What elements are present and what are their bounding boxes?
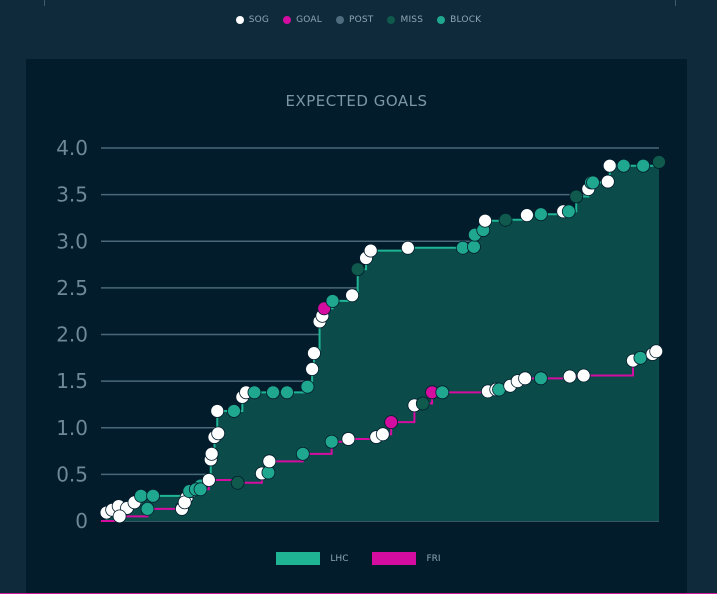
shot-lhc-sog [363, 243, 378, 258]
shot-fri-block [324, 434, 339, 449]
shot-lhc-block [586, 175, 600, 190]
shot-fri-block [633, 350, 648, 365]
legend-item-sog: SOG [235, 15, 270, 25]
top-rule-left [44, 0, 45, 6]
y-tick-label: 2.0 [56, 323, 88, 347]
shot-fri-miss [415, 396, 430, 411]
shot-lhc-block [134, 488, 148, 503]
lhc-swatch [276, 552, 321, 565]
y-tick-label: 1.5 [56, 369, 88, 393]
shot-lhc-miss [350, 262, 365, 277]
team-legend-item-lhc: LHC [276, 552, 348, 565]
shot-fri-block [193, 482, 208, 497]
shot-lhc-sog [602, 158, 617, 173]
shot-lhc-block [227, 404, 241, 418]
shot-fri-sog [518, 371, 532, 386]
chart-title: EXPECTED GOALS [285, 92, 428, 110]
shot-lhc-block [300, 379, 315, 394]
event-type-legend: SOG GOAL POST MISS BLOCK [0, 15, 717, 25]
sog-dot-icon [235, 16, 244, 24]
shot-lhc-block [247, 385, 262, 400]
shot-lhc-miss [569, 189, 584, 204]
shot-fri-sog [562, 369, 577, 384]
shot-lhc-block [325, 294, 340, 308]
block-dot-icon [437, 16, 446, 24]
y-tick-label: 2.5 [56, 276, 88, 300]
shot-fri-block [533, 371, 548, 386]
legend-label-sog: SOG [248, 15, 270, 25]
shot-lhc-sog [307, 346, 321, 361]
y-tick-label: 4.0 [56, 136, 88, 160]
area-fri [101, 351, 657, 521]
y-tick-label: 3.5 [56, 183, 88, 207]
legend-label-block: BLOCK [450, 15, 482, 25]
team-legend: LHC FRI [0, 552, 717, 565]
shot-lhc-sog [520, 208, 534, 223]
shot-fri-block [295, 446, 310, 461]
shot-lhc-block [533, 207, 548, 222]
shot-fri-sog [201, 473, 216, 487]
shot-lhc-block [616, 158, 631, 173]
legend-item-miss: MISS [387, 15, 423, 25]
goal-dot-icon [283, 16, 292, 24]
shot-lhc-sog [211, 426, 226, 441]
shot-lhc-sog [204, 446, 219, 461]
shot-fri-block [435, 385, 450, 400]
shot-fri-sog [576, 368, 591, 383]
shot-lhc-block [280, 385, 294, 400]
legend-label-goal: GOAL [296, 15, 322, 25]
team-legend-label-lhc: LHC [330, 553, 349, 564]
shot-lhc-sog [305, 362, 320, 376]
shot-fri-sog [341, 432, 356, 446]
legend-label-post: POST [348, 15, 374, 25]
y-tick-label: 0.5 [56, 462, 88, 486]
shot-lhc-block [636, 158, 651, 173]
post-dot-icon [335, 16, 344, 24]
shot-fri-sog [262, 454, 277, 469]
shot-lhc-block [467, 239, 481, 254]
y-tick-label: 1.0 [56, 416, 88, 440]
team-legend-label-fri: FRI [426, 553, 441, 564]
shot-fri-sog [375, 427, 390, 442]
shot-fri-block [140, 501, 155, 516]
shot-lhc-miss [498, 212, 513, 227]
shot-lhc-sog [345, 288, 360, 303]
legend-label-miss: MISS [400, 15, 424, 25]
shot-lhc-sog [400, 240, 415, 255]
shot-lhc-sog [600, 174, 615, 189]
y-tick-label: 3.0 [56, 229, 88, 253]
fri-swatch [372, 552, 417, 565]
shot-lhc-block [561, 204, 576, 219]
shot-lhc-sog [478, 213, 492, 228]
legend-item-post: POST [335, 15, 374, 25]
shot-lhc-block [146, 488, 160, 503]
shot-fri-sog [649, 344, 664, 359]
miss-dot-icon [387, 16, 396, 24]
y-tick-label: 0 [75, 509, 88, 533]
legend-item-goal: GOAL [283, 15, 322, 25]
top-rule-right [675, 0, 676, 6]
legend-item-block: BLOCK [437, 15, 481, 25]
shot-fri-goal [384, 415, 399, 430]
shot-lhc-sog [210, 404, 225, 418]
shot-lhc-block [266, 385, 280, 400]
shot-fri-sog [112, 509, 127, 524]
team-legend-item-fri: FRI [372, 552, 441, 565]
shot-lhc-miss [652, 155, 666, 169]
shot-fri-miss [230, 475, 245, 490]
